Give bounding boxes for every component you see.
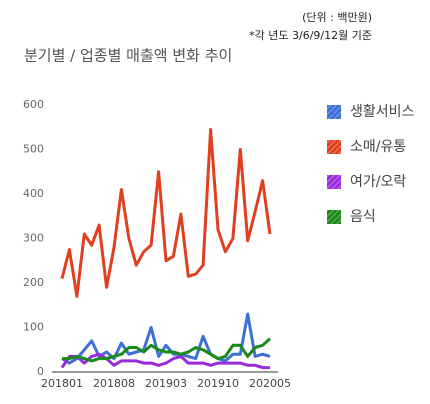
legend-swatch — [327, 175, 341, 189]
x-tick-label: 201808 — [93, 377, 135, 390]
legend-label: 소매/유통 — [350, 139, 406, 155]
series-line — [60, 352, 270, 370]
series-line — [60, 128, 272, 298]
chart-title: 분기별 / 업종별 매출액 변화 추이 — [24, 47, 232, 65]
legend-label: 생활서비스 — [350, 104, 415, 120]
y-tick-label: 600 — [23, 98, 44, 111]
y-tick-label: 500 — [23, 143, 44, 156]
legend-label: 음식 — [350, 209, 376, 225]
x-tick-label: 201910 — [197, 377, 239, 390]
legend-label: 여가/오락 — [350, 174, 406, 190]
x-tick-label: 201903 — [145, 377, 187, 390]
y-tick-label: 200 — [23, 276, 44, 289]
subtitle: *각 년도 3/6/9/12월 기준 — [249, 29, 372, 42]
legend-swatch — [327, 105, 341, 119]
x-tick-label: 201801 — [41, 377, 83, 390]
legend-swatch — [327, 210, 341, 224]
unit-note: (단위 : 백만원) — [302, 11, 372, 24]
y-tick-label: 0 — [37, 365, 44, 378]
series-line — [62, 337, 272, 363]
x-tick-label: 202005 — [249, 377, 291, 390]
y-tick-label: 300 — [23, 232, 44, 245]
series-line — [61, 312, 271, 365]
legend-swatch — [327, 140, 341, 154]
y-tick-label: 400 — [23, 187, 44, 200]
y-tick-label: 100 — [23, 321, 44, 334]
